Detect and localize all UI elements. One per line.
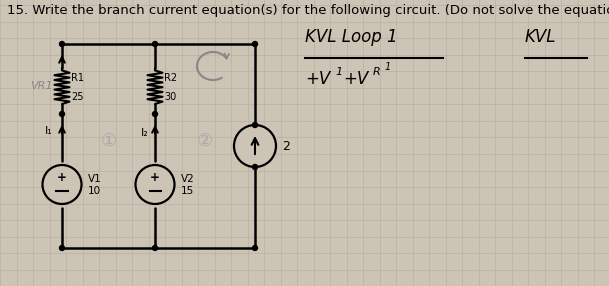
Text: 15. Write the branch current equation(s) for the following circuit. (Do not solv: 15. Write the branch current equation(s)…	[7, 4, 609, 17]
Text: I₁: I₁	[45, 126, 53, 136]
Text: R2: R2	[164, 73, 177, 83]
Text: V2: V2	[180, 174, 194, 184]
Text: I₂: I₂	[141, 128, 149, 138]
Circle shape	[152, 112, 158, 116]
Circle shape	[253, 245, 258, 251]
Circle shape	[234, 125, 276, 167]
Text: R: R	[373, 67, 381, 77]
Text: ②: ②	[197, 132, 213, 150]
Circle shape	[135, 165, 175, 204]
Text: 1: 1	[385, 62, 391, 72]
Circle shape	[253, 164, 258, 170]
Text: 1: 1	[335, 67, 342, 77]
Text: +: +	[150, 172, 160, 184]
Text: 25: 25	[71, 92, 83, 102]
Text: +: +	[57, 172, 67, 184]
Text: +V: +V	[343, 70, 368, 88]
Text: KVL Loop 1: KVL Loop 1	[305, 28, 398, 46]
Circle shape	[253, 41, 258, 47]
Text: KVL: KVL	[525, 28, 557, 46]
Circle shape	[253, 122, 258, 128]
Text: 2: 2	[282, 140, 290, 152]
Circle shape	[60, 245, 65, 251]
Text: 10: 10	[88, 186, 100, 196]
Text: VR1: VR1	[30, 81, 53, 91]
Text: 15: 15	[180, 186, 194, 196]
Text: +V: +V	[305, 70, 330, 88]
Circle shape	[60, 41, 65, 47]
Circle shape	[60, 112, 65, 116]
Text: R1: R1	[71, 73, 84, 83]
Circle shape	[152, 41, 158, 47]
Circle shape	[43, 165, 82, 204]
Text: V1: V1	[88, 174, 101, 184]
Text: 30: 30	[164, 92, 176, 102]
Circle shape	[152, 245, 158, 251]
Text: ①: ①	[100, 132, 116, 150]
